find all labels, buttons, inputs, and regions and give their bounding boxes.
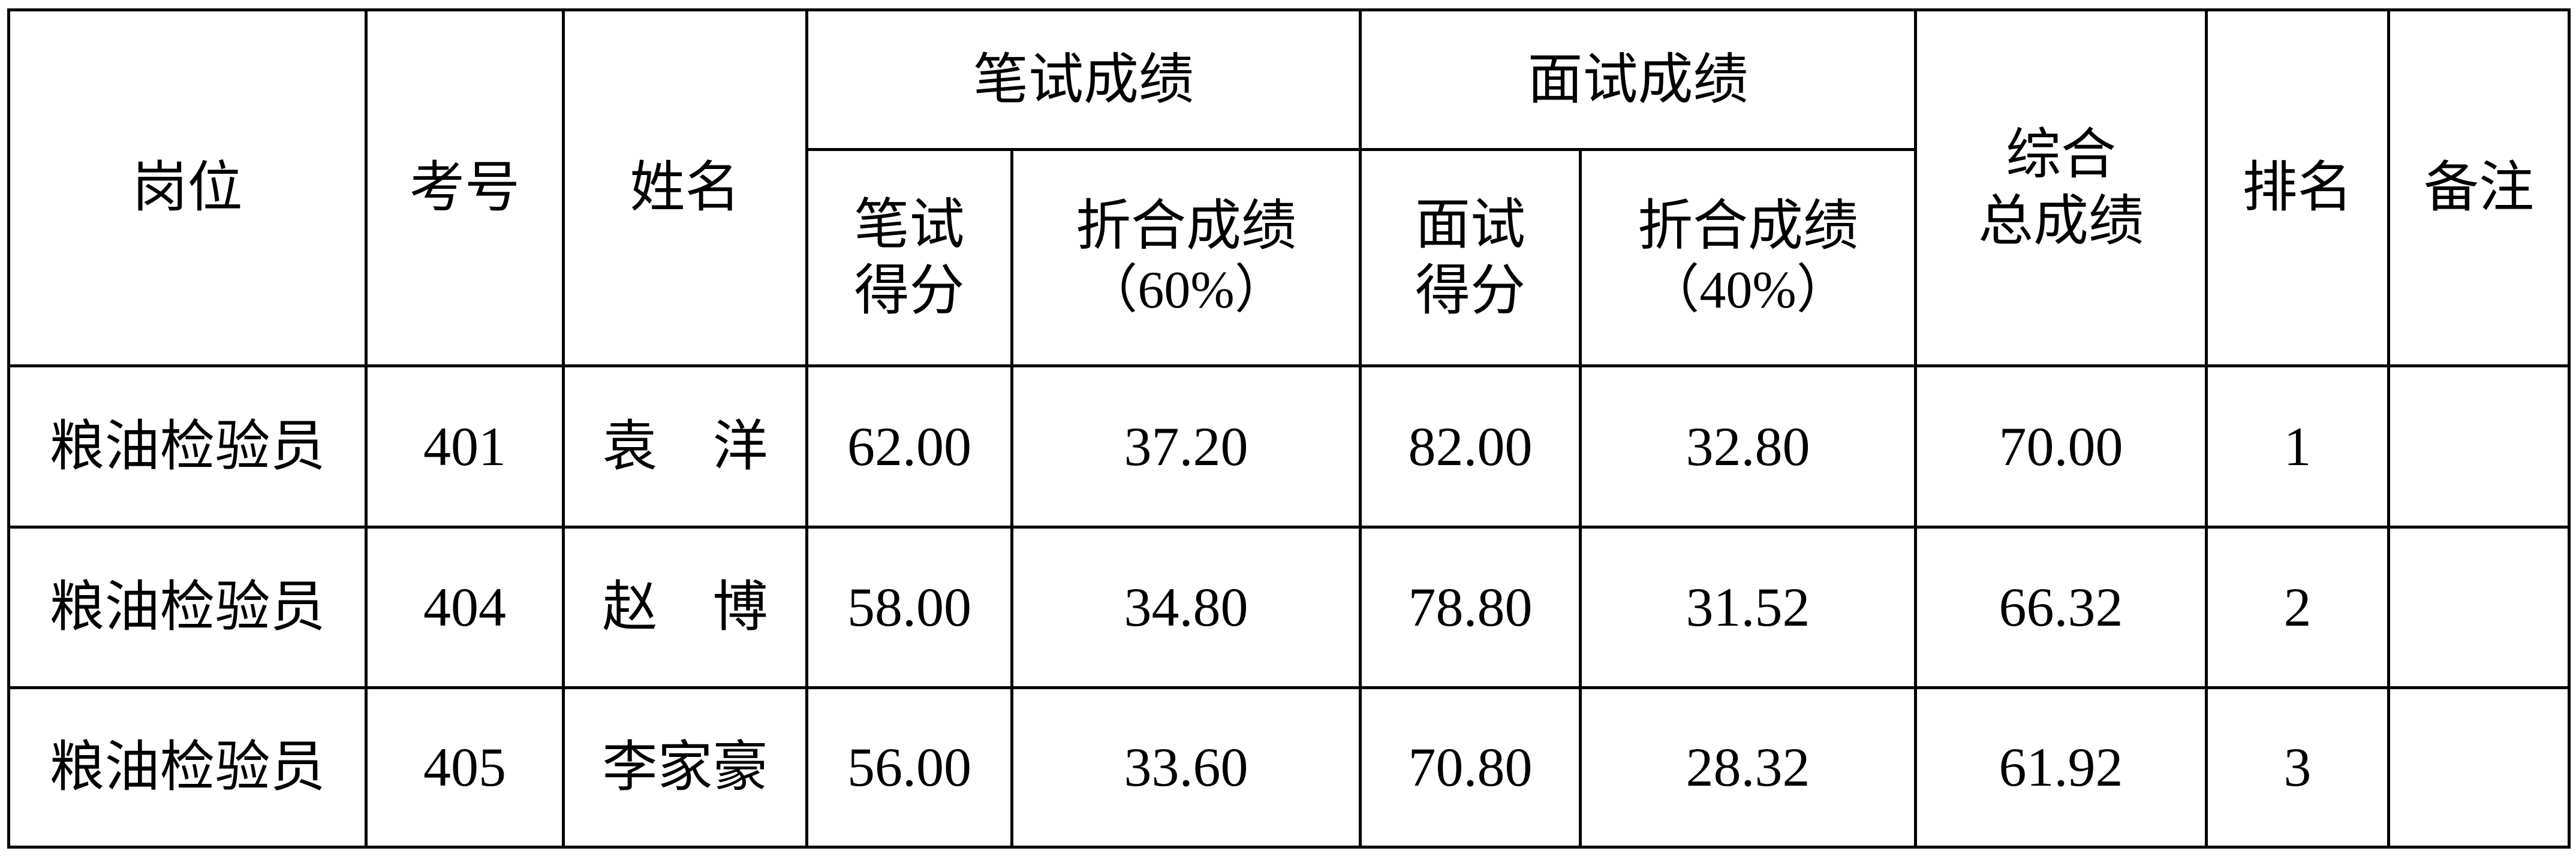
table-row: 粮油检验员 401 袁 洋 62.00 37.20 82.00 32.80 70…	[7, 364, 2571, 529]
table-row: 粮油检验员 405 李家豪 56.00 33.60 70.80 28.32 61…	[7, 686, 2571, 849]
header-exam-no: 考号	[365, 8, 565, 367]
cell-exam-no: 405	[365, 686, 565, 849]
cell-exam-no: 404	[365, 526, 565, 689]
header-interview-score-text: 面试得分	[1415, 194, 1526, 321]
cell-remarks	[2387, 364, 2571, 529]
cell-rank: 1	[2205, 364, 2390, 529]
cell-written-score: 62.00	[805, 364, 1013, 529]
header-total: 综合 总成绩	[1914, 8, 2208, 367]
header-written-score: 笔试得分	[805, 148, 1013, 367]
header-interview-converted: 折合成绩 （40%）	[1579, 148, 1917, 367]
cell-interview-score: 78.80	[1359, 526, 1582, 689]
cell-exam-no: 401	[365, 364, 565, 529]
header-total-line2: 总成绩	[1978, 190, 2144, 252]
cell-position: 粮油检验员	[7, 364, 368, 529]
header-row-2: 笔试得分 折合成绩 （60%） 面试得分 折合成绩 （40%）	[9, 148, 2569, 367]
cell-position: 粮油检验员	[7, 526, 368, 689]
cell-total: 61.92	[1914, 686, 2208, 849]
cell-interview-score: 82.00	[1359, 364, 1582, 529]
cell-name: 袁 洋	[562, 364, 808, 529]
header-interview-converted-text: 折合成绩	[1637, 195, 1858, 257]
cell-written-converted: 33.60	[1010, 686, 1362, 849]
cell-written-converted: 34.80	[1010, 526, 1362, 689]
cell-rank: 3	[2205, 686, 2390, 849]
header-written-converted-text: 折合成绩	[1075, 195, 1296, 257]
cell-position: 粮油检验员	[7, 686, 368, 849]
header-written-converted: 折合成绩 （60%）	[1010, 148, 1362, 367]
cell-written-score: 56.00	[805, 686, 1013, 849]
cell-written-score: 58.00	[805, 526, 1013, 689]
cell-total: 70.00	[1914, 364, 2208, 529]
cell-written-converted: 37.20	[1010, 364, 1362, 529]
cell-total: 66.32	[1914, 526, 2208, 689]
header-name: 姓名	[562, 8, 808, 367]
header-row-1: 岗位 考号 姓名 笔试成绩 面试成绩 综合 总成绩 排名 备注	[7, 8, 2571, 367]
cell-interview-converted: 31.52	[1579, 526, 1917, 689]
header-written-pct: （60%）	[1085, 261, 1287, 320]
cell-name: 李家豪	[562, 686, 808, 849]
header-rank: 排名	[2205, 8, 2390, 367]
header-position: 岗位	[7, 8, 368, 367]
cell-name: 赵 博	[562, 526, 808, 689]
header-interview-pct: （40%）	[1647, 261, 1849, 320]
cell-remarks	[2387, 686, 2571, 849]
header-interview-score: 面试得分	[1359, 148, 1582, 367]
table-row: 粮油检验员 404 赵 博 58.00 34.80 78.80 31.52 66…	[7, 526, 2571, 689]
cell-interview-score: 70.80	[1359, 686, 1582, 849]
header-written-score-text: 笔试得分	[854, 194, 965, 321]
score-table: 岗位 考号 姓名 笔试成绩 面试成绩 综合 总成绩 排名 备注 笔试得分 折合成…	[7, 8, 2571, 849]
cell-remarks	[2387, 526, 2571, 689]
header-written-group: 笔试成绩	[805, 8, 1362, 151]
header-total-line1: 综合	[2005, 124, 2116, 186]
cell-interview-converted: 32.80	[1579, 364, 1917, 529]
header-interview-group: 面试成绩	[1359, 8, 1917, 151]
cell-interview-converted: 28.32	[1579, 686, 1917, 849]
header-remarks: 备注	[2387, 8, 2571, 367]
cell-rank: 2	[2205, 526, 2390, 689]
